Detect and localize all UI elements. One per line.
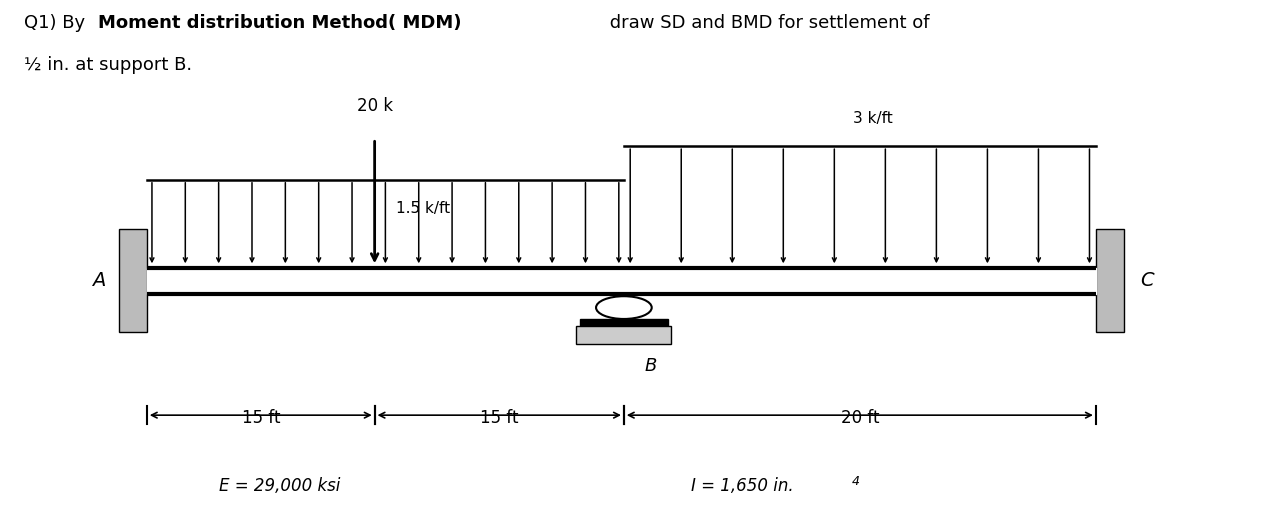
Text: 1.5 k/ft: 1.5 k/ft [397, 201, 450, 216]
Text: ½ in. at support B.: ½ in. at support B. [24, 56, 193, 74]
Bar [1096, 229, 1123, 332]
Text: draw SD and BMD for settlement of: draw SD and BMD for settlement of [604, 15, 929, 32]
Text: B: B [644, 357, 657, 375]
Text: E = 29,000 ksi: E = 29,000 ksi [219, 477, 340, 496]
Text: Q1) By: Q1) By [24, 15, 91, 32]
Text: A: A [91, 271, 105, 290]
Text: I = 1,650 in.: I = 1,650 in. [691, 477, 794, 496]
Circle shape [596, 296, 652, 319]
Text: 15 ft: 15 ft [481, 409, 519, 427]
Bar [119, 229, 147, 332]
Text: Moment distribution Method( MDM): Moment distribution Method( MDM) [98, 15, 462, 32]
Bar [147, 268, 1096, 294]
Text: 3 k/ft: 3 k/ft [852, 111, 893, 125]
Bar [577, 326, 671, 344]
Text: 20 k: 20 k [356, 97, 393, 115]
Text: 20 ft: 20 ft [841, 409, 879, 427]
Text: 4: 4 [852, 475, 860, 488]
Text: 15 ft: 15 ft [241, 409, 280, 427]
Bar [579, 319, 668, 326]
Text: C: C [1140, 271, 1154, 290]
